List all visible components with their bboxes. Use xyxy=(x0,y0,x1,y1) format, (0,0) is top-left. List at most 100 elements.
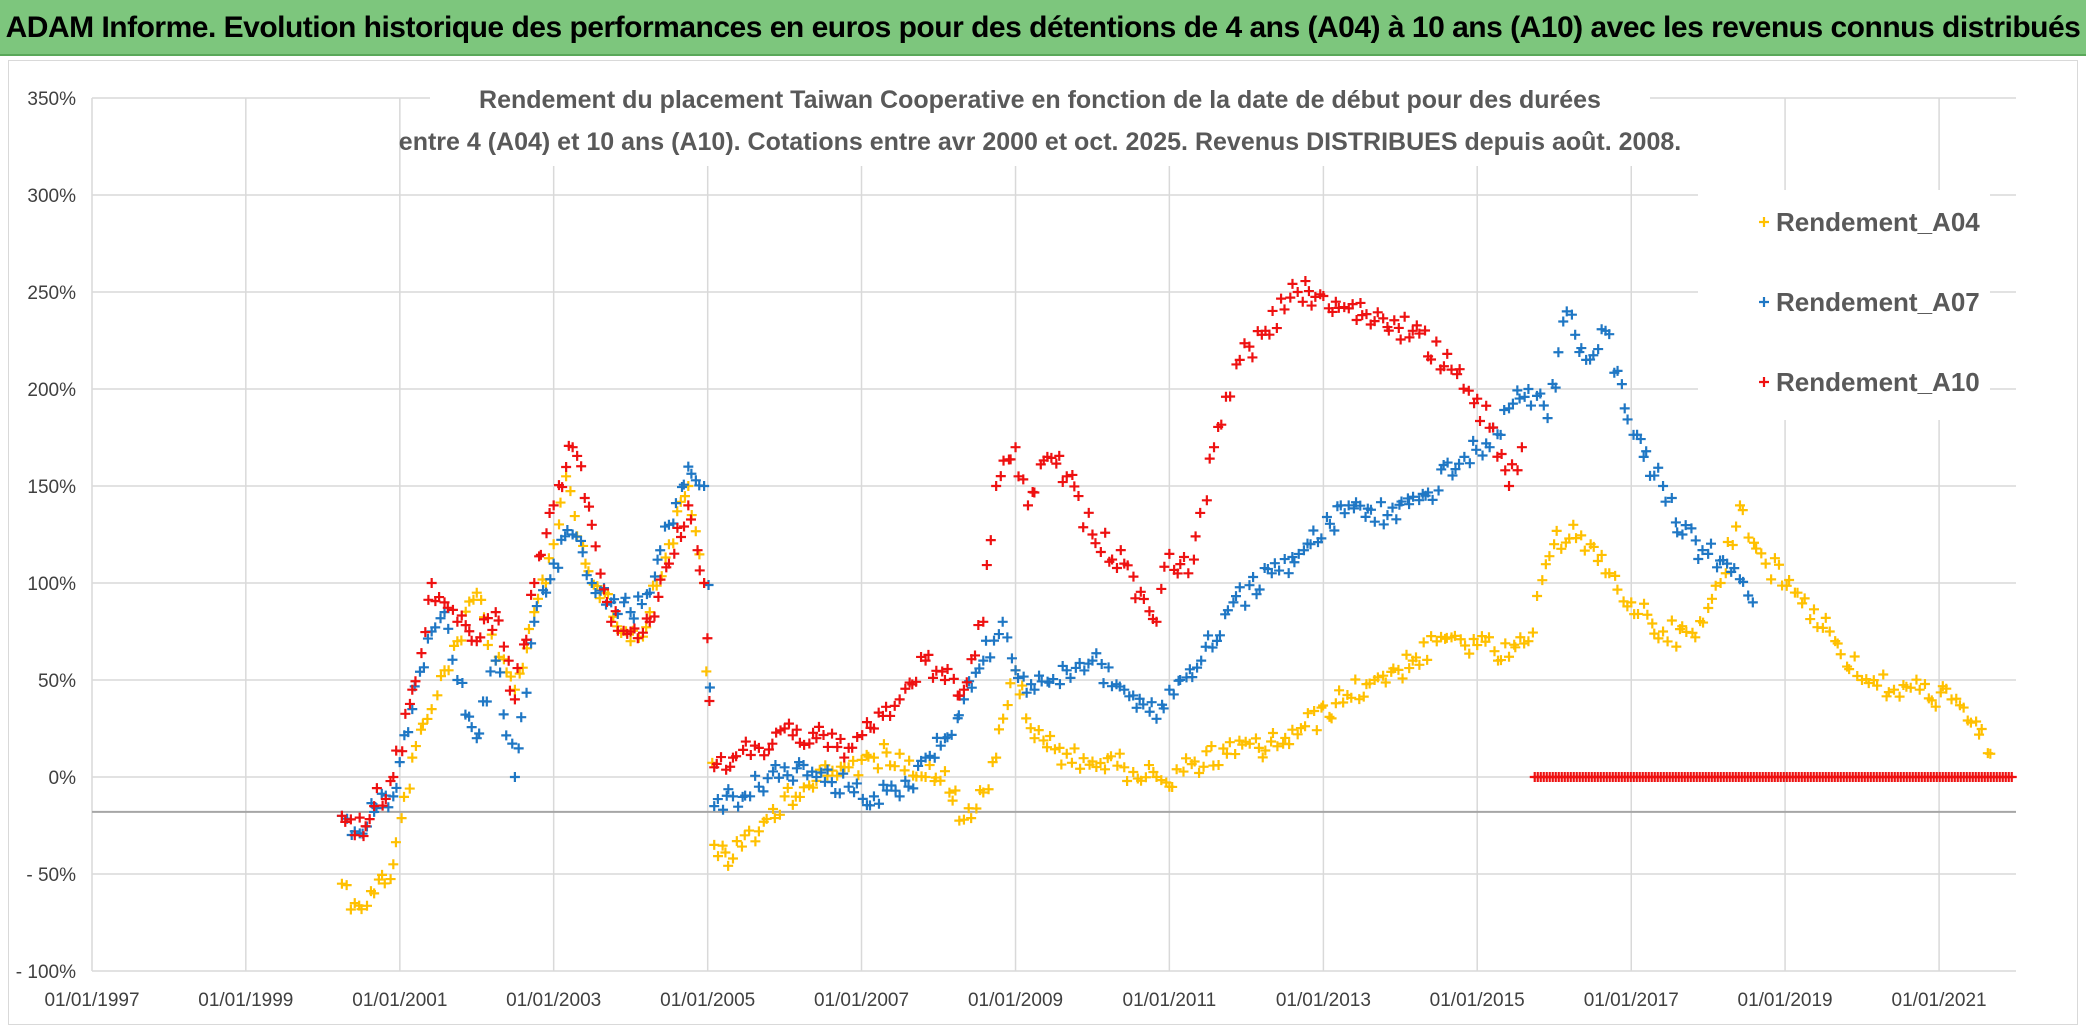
legend: Rendement_A04 Rendement_A07 Rendement_A10 xyxy=(1698,190,1990,420)
data-point xyxy=(1604,568,1615,579)
data-point xyxy=(1164,548,1175,559)
data-point xyxy=(1234,582,1245,593)
data-point xyxy=(407,684,418,695)
data-point xyxy=(1194,768,1205,779)
data-point xyxy=(471,587,482,598)
data-point xyxy=(1130,593,1141,604)
data-point xyxy=(340,816,351,827)
data-point xyxy=(652,554,663,565)
data-point xyxy=(349,830,360,841)
data-point xyxy=(1712,562,1723,573)
data-point xyxy=(1404,663,1415,674)
data-point xyxy=(703,579,714,590)
data-point xyxy=(727,791,738,802)
data-point xyxy=(1593,344,1604,355)
data-point xyxy=(377,869,388,880)
data-point xyxy=(1100,527,1111,538)
data-point xyxy=(998,713,1009,724)
data-point xyxy=(668,538,679,549)
data-point xyxy=(985,535,996,546)
data-point xyxy=(1427,494,1438,505)
data-point xyxy=(791,724,802,735)
data-point xyxy=(804,738,815,749)
data-point xyxy=(1269,558,1280,569)
data-point xyxy=(1095,758,1106,769)
data-point xyxy=(545,574,556,585)
data-point xyxy=(1195,507,1206,518)
data-point xyxy=(388,859,399,870)
data-point xyxy=(1350,674,1361,685)
data-point xyxy=(1516,442,1527,453)
data-point xyxy=(439,597,450,608)
data-point xyxy=(944,787,955,798)
data-point xyxy=(853,770,864,781)
data-point xyxy=(529,578,540,588)
data-point xyxy=(1033,725,1044,736)
data-point xyxy=(1974,729,1985,740)
data-point xyxy=(1677,529,1688,540)
data-point xyxy=(839,752,850,763)
data-point xyxy=(1079,665,1090,676)
data-point xyxy=(1247,352,1258,363)
data-point xyxy=(808,727,819,738)
data-point xyxy=(920,655,931,666)
data-point xyxy=(935,775,946,786)
data-point xyxy=(1677,621,1688,632)
data-point xyxy=(1817,622,1828,633)
data-point xyxy=(1616,379,1627,390)
data-point xyxy=(1048,674,1059,685)
data-point xyxy=(544,507,555,518)
data-point xyxy=(1579,545,1590,556)
data-point xyxy=(1422,654,1433,665)
data-point xyxy=(1114,748,1125,759)
data-point xyxy=(731,836,742,847)
data-point xyxy=(407,704,418,715)
y-tick-label: 0% xyxy=(49,768,77,789)
data-point xyxy=(1408,491,1419,502)
data-point xyxy=(1519,391,1530,402)
data-point xyxy=(599,584,610,595)
data-point xyxy=(632,633,643,644)
data-point xyxy=(644,587,655,598)
data-point xyxy=(873,798,884,809)
data-point xyxy=(561,461,572,472)
data-point xyxy=(1279,554,1290,565)
data-point xyxy=(1348,503,1359,514)
data-point xyxy=(1111,563,1122,574)
data-point xyxy=(1006,653,1017,664)
data-point xyxy=(1523,636,1534,647)
data-point xyxy=(1274,565,1285,576)
data-point xyxy=(557,482,568,493)
data-point xyxy=(460,620,471,631)
data-point xyxy=(1662,636,1673,647)
data-point xyxy=(889,700,900,711)
data-point xyxy=(1510,642,1521,653)
data-point xyxy=(782,782,793,793)
data-point xyxy=(1122,560,1133,571)
data-point xyxy=(736,841,747,852)
data-point xyxy=(1018,474,1029,485)
data-point xyxy=(799,739,810,750)
data-point xyxy=(1515,632,1526,643)
data-point xyxy=(1128,571,1139,582)
data-point xyxy=(1889,684,1899,695)
data-point xyxy=(886,780,897,791)
data-point xyxy=(670,498,681,509)
data-point xyxy=(1382,510,1393,521)
data-point xyxy=(456,610,467,621)
data-point xyxy=(904,755,915,766)
data-point xyxy=(345,814,356,825)
data-point xyxy=(1805,614,1816,625)
data-point xyxy=(523,624,534,635)
data-point xyxy=(1183,568,1194,579)
data-point xyxy=(383,802,394,813)
legend-background xyxy=(1698,190,1990,420)
data-point xyxy=(1045,731,1056,742)
data-point xyxy=(717,840,728,851)
data-point xyxy=(1951,693,1962,704)
data-point xyxy=(422,713,433,724)
data-point xyxy=(861,749,872,760)
data-point xyxy=(1065,672,1076,683)
data-point xyxy=(1647,618,1658,629)
data-point xyxy=(1514,393,1525,404)
